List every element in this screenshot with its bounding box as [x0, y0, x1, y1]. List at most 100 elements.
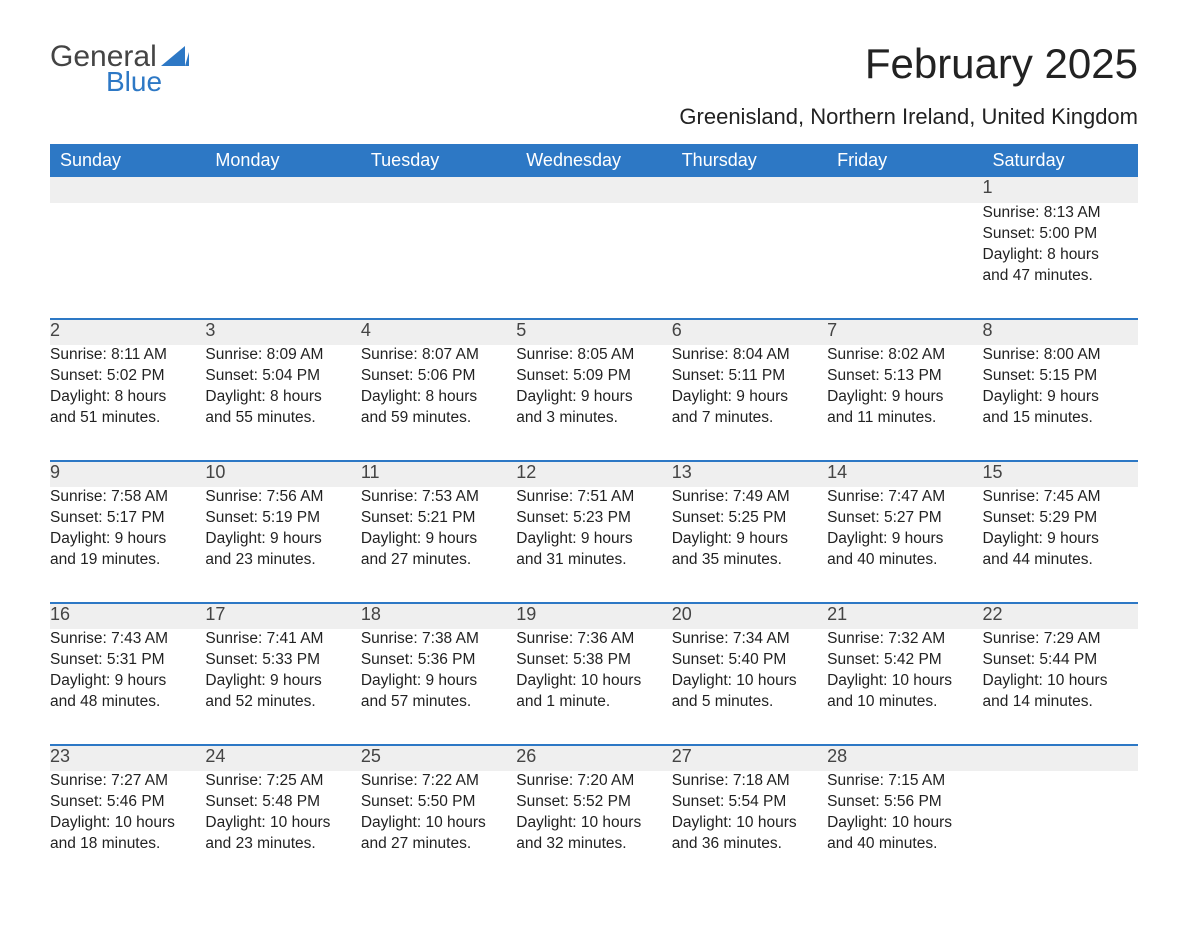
day-number: 3	[205, 319, 360, 345]
sunrise-text: Sunrise: 7:49 AM	[672, 487, 827, 508]
day2-text: and 40 minutes.	[827, 550, 982, 571]
day1-text: Daylight: 10 hours	[827, 813, 982, 834]
sunrise-text: Sunrise: 7:36 AM	[516, 629, 671, 650]
day2-text: and 14 minutes.	[983, 692, 1138, 713]
sail-icon	[161, 46, 189, 66]
logo-text-blue: Blue	[106, 66, 162, 98]
day-number: 19	[516, 603, 671, 629]
sunset-text: Sunset: 5:21 PM	[361, 508, 516, 529]
sunrise-text: Sunrise: 7:47 AM	[827, 487, 982, 508]
day-cell: Sunrise: 8:04 AMSunset: 5:11 PMDaylight:…	[672, 345, 827, 461]
day1-text: Daylight: 10 hours	[361, 813, 516, 834]
day-cell: Sunrise: 8:00 AMSunset: 5:15 PMDaylight:…	[983, 345, 1138, 461]
day-number: 9	[50, 461, 205, 487]
day1-text: Daylight: 10 hours	[50, 813, 205, 834]
day-cell	[50, 203, 205, 319]
day1-text: Daylight: 9 hours	[361, 529, 516, 550]
day-cell: Sunrise: 7:45 AMSunset: 5:29 PMDaylight:…	[983, 487, 1138, 603]
day-number	[983, 745, 1138, 771]
day2-text: and 47 minutes.	[983, 266, 1138, 287]
sunrise-text: Sunrise: 8:09 AM	[205, 345, 360, 366]
day-number: 8	[983, 319, 1138, 345]
day2-text: and 5 minutes.	[672, 692, 827, 713]
day-number: 13	[672, 461, 827, 487]
day-number: 17	[205, 603, 360, 629]
day1-text: Daylight: 8 hours	[361, 387, 516, 408]
day-cell: Sunrise: 7:32 AMSunset: 5:42 PMDaylight:…	[827, 629, 982, 745]
day-cell: Sunrise: 7:25 AMSunset: 5:48 PMDaylight:…	[205, 771, 360, 887]
sunrise-text: Sunrise: 7:53 AM	[361, 487, 516, 508]
sunset-text: Sunset: 5:33 PM	[205, 650, 360, 671]
day2-text: and 27 minutes.	[361, 550, 516, 571]
day1-text: Daylight: 9 hours	[983, 387, 1138, 408]
day-cell: Sunrise: 7:20 AMSunset: 5:52 PMDaylight:…	[516, 771, 671, 887]
day1-text: Daylight: 10 hours	[983, 671, 1138, 692]
calendar-table: Sunday Monday Tuesday Wednesday Thursday…	[50, 144, 1138, 887]
sunset-text: Sunset: 5:36 PM	[361, 650, 516, 671]
sunset-text: Sunset: 5:56 PM	[827, 792, 982, 813]
day-number: 20	[672, 603, 827, 629]
day1-text: Daylight: 9 hours	[50, 529, 205, 550]
sunrise-text: Sunrise: 8:13 AM	[983, 203, 1138, 224]
day-number: 2	[50, 319, 205, 345]
sunrise-text: Sunrise: 7:43 AM	[50, 629, 205, 650]
sunset-text: Sunset: 5:23 PM	[516, 508, 671, 529]
day1-text: Daylight: 9 hours	[205, 529, 360, 550]
sunset-text: Sunset: 5:54 PM	[672, 792, 827, 813]
day-number-row: 9101112131415	[50, 461, 1138, 487]
weekday-header: Monday	[205, 144, 360, 177]
day2-text: and 31 minutes.	[516, 550, 671, 571]
day1-text: Daylight: 10 hours	[827, 671, 982, 692]
day1-text: Daylight: 8 hours	[205, 387, 360, 408]
location-subtitle: Greenisland, Northern Ireland, United Ki…	[50, 104, 1138, 130]
day-number-row: 16171819202122	[50, 603, 1138, 629]
day-number: 10	[205, 461, 360, 487]
day-cell: Sunrise: 8:02 AMSunset: 5:13 PMDaylight:…	[827, 345, 982, 461]
day-content-row: Sunrise: 8:11 AMSunset: 5:02 PMDaylight:…	[50, 345, 1138, 461]
day-content-row: Sunrise: 7:58 AMSunset: 5:17 PMDaylight:…	[50, 487, 1138, 603]
sunset-text: Sunset: 5:04 PM	[205, 366, 360, 387]
day2-text: and 32 minutes.	[516, 834, 671, 855]
day-number	[50, 177, 205, 203]
sunrise-text: Sunrise: 7:56 AM	[205, 487, 360, 508]
day1-text: Daylight: 9 hours	[827, 387, 982, 408]
day-cell: Sunrise: 7:47 AMSunset: 5:27 PMDaylight:…	[827, 487, 982, 603]
day1-text: Daylight: 9 hours	[516, 529, 671, 550]
sunrise-text: Sunrise: 7:45 AM	[983, 487, 1138, 508]
day-number: 4	[361, 319, 516, 345]
day2-text: and 1 minute.	[516, 692, 671, 713]
sunrise-text: Sunrise: 7:27 AM	[50, 771, 205, 792]
day2-text: and 59 minutes.	[361, 408, 516, 429]
day2-text: and 52 minutes.	[205, 692, 360, 713]
day-cell: Sunrise: 7:53 AMSunset: 5:21 PMDaylight:…	[361, 487, 516, 603]
day1-text: Daylight: 9 hours	[205, 671, 360, 692]
day-number-row: 2345678	[50, 319, 1138, 345]
day-cell: Sunrise: 7:43 AMSunset: 5:31 PMDaylight:…	[50, 629, 205, 745]
day2-text: and 40 minutes.	[827, 834, 982, 855]
sunset-text: Sunset: 5:11 PM	[672, 366, 827, 387]
day-content-row: Sunrise: 7:43 AMSunset: 5:31 PMDaylight:…	[50, 629, 1138, 745]
day2-text: and 35 minutes.	[672, 550, 827, 571]
weekday-header: Friday	[827, 144, 982, 177]
sunrise-text: Sunrise: 7:41 AM	[205, 629, 360, 650]
sunrise-text: Sunrise: 7:51 AM	[516, 487, 671, 508]
day-content-row: Sunrise: 7:27 AMSunset: 5:46 PMDaylight:…	[50, 771, 1138, 887]
day-number: 22	[983, 603, 1138, 629]
sunrise-text: Sunrise: 8:02 AM	[827, 345, 982, 366]
day-cell	[672, 203, 827, 319]
day-cell: Sunrise: 7:15 AMSunset: 5:56 PMDaylight:…	[827, 771, 982, 887]
day-number	[361, 177, 516, 203]
day-number: 12	[516, 461, 671, 487]
day-number: 5	[516, 319, 671, 345]
sunrise-text: Sunrise: 8:05 AM	[516, 345, 671, 366]
day2-text: and 23 minutes.	[205, 834, 360, 855]
day-number: 23	[50, 745, 205, 771]
day-number: 15	[983, 461, 1138, 487]
day-cell: Sunrise: 8:13 AMSunset: 5:00 PMDaylight:…	[983, 203, 1138, 319]
day2-text: and 27 minutes.	[361, 834, 516, 855]
sunrise-text: Sunrise: 7:20 AM	[516, 771, 671, 792]
sunrise-text: Sunrise: 8:11 AM	[50, 345, 205, 366]
day-number	[205, 177, 360, 203]
day1-text: Daylight: 8 hours	[983, 245, 1138, 266]
sunrise-text: Sunrise: 7:58 AM	[50, 487, 205, 508]
